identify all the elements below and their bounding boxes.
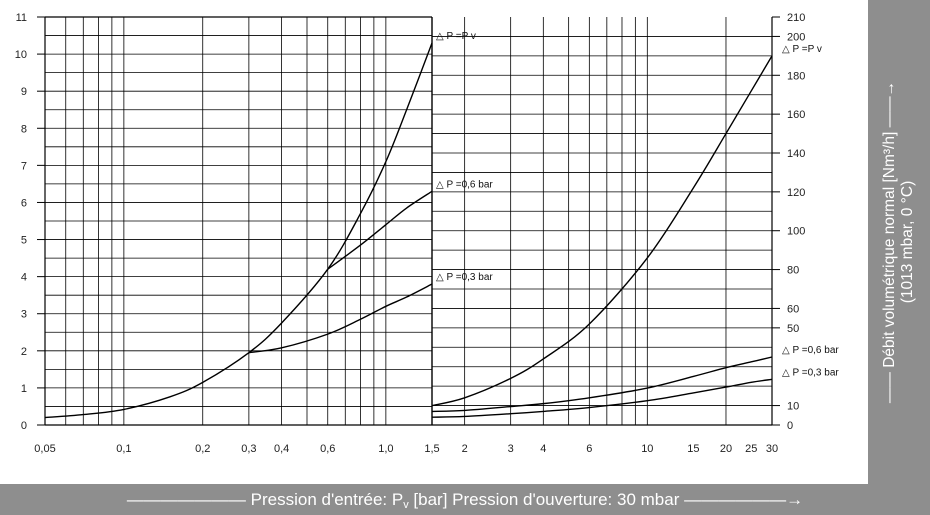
left-series-label: △ P =0,3 bar xyxy=(436,272,493,283)
y-axis-title-line2: (1013 mbar, 0 °C) xyxy=(899,7,917,477)
right-y-tick-label: 200 xyxy=(787,31,805,43)
left-y-tick-label: 4 xyxy=(21,272,27,284)
right-y-tick-label: 80 xyxy=(787,265,799,277)
right-y-tick-label: 210 xyxy=(787,12,805,24)
x-axis-arrow-right: ——————→ xyxy=(684,490,803,509)
left-series-line-2 xyxy=(328,191,432,269)
left-x-tick-label: 0,1 xyxy=(116,443,131,455)
right-x-tick-label: 3 xyxy=(508,443,514,455)
left-series-line-3 xyxy=(249,284,432,353)
right-y-tick-label: 140 xyxy=(787,148,805,160)
right-series-label: △ P =P v xyxy=(782,44,822,55)
right-x-tick-label: 10 xyxy=(641,443,653,455)
x-axis-title: ——————— Pression d'entrée: Pv [bar] Pres… xyxy=(0,491,930,514)
right-y-tick-label: 50 xyxy=(787,323,799,335)
left-y-tick-label: 1 xyxy=(21,383,27,395)
right-series-label: △ P =0,3 bar xyxy=(782,367,839,378)
left-y-tick-label: 2 xyxy=(21,346,27,358)
left-y-tick-label: 6 xyxy=(21,197,27,209)
right-series-line-3 xyxy=(432,379,772,417)
curves xyxy=(45,43,772,418)
left-y-tick-label: 7 xyxy=(21,160,27,172)
right-x-tick-label: 15 xyxy=(687,443,699,455)
right-series-label: △ P =0,6 bar xyxy=(782,345,839,356)
tick-labels: 0 1 2 3 4 5 6 7 8 9 10 11 0,05 0,1 0,2 0,3 0,4 0,6 1,0 1,5 0… xyxy=(15,12,806,455)
curve-labels: △ P =P v △ P =0,6 bar △ P =0,3 bar △ P =P v… xyxy=(436,31,839,378)
right-y-tick-label: 60 xyxy=(787,303,799,315)
y-axis-arrow-left-line: —— xyxy=(881,372,898,403)
left-x-tick-label: 0,05 xyxy=(34,443,55,455)
left-x-tick-label: 0,3 xyxy=(241,443,256,455)
right-x-tick-label: 4 xyxy=(540,443,546,455)
right-y-tick-label: 10 xyxy=(787,401,799,413)
right-y-tick-label: 100 xyxy=(787,226,805,238)
left-y-tick-label: 5 xyxy=(21,235,27,247)
right-series-line-2 xyxy=(432,357,772,411)
left-y-tick-label: 10 xyxy=(15,49,27,61)
right-x-tick-label: 20 xyxy=(720,443,732,455)
chart-canvas: 0 1 2 3 4 5 6 7 8 9 10 11 0,05 0,1 0,2 0,3 0,4 0,6 1,0 1,5 0… xyxy=(0,0,930,484)
left-x-tick-label: 0,6 xyxy=(320,443,335,455)
left-y-tick-label: 3 xyxy=(21,309,27,321)
left-y-tick-label: 0 xyxy=(21,420,27,432)
right-y-tick-label: 0 xyxy=(787,420,793,432)
right-x-tick-label: 6 xyxy=(586,443,592,455)
right-x-tick-label: 2 xyxy=(462,443,468,455)
x-axis-arrow-left-line: ——————— xyxy=(127,490,251,509)
grid-lines xyxy=(45,17,772,425)
x-axis-title-main: Pression d'entrée: P xyxy=(251,490,404,509)
left-y-tick-label: 8 xyxy=(21,123,27,135)
right-x-tick-label: 30 xyxy=(766,443,778,455)
left-series-label: △ P =P v xyxy=(436,31,476,42)
y-axis-title-line1: Débit volumétrique normal [Nm³/h] xyxy=(881,132,898,368)
left-y-tick-label: 9 xyxy=(21,86,27,98)
right-x-tick-label: 25 xyxy=(745,443,757,455)
left-x-tick-label: 0,2 xyxy=(195,443,210,455)
left-x-tick-label: 0,4 xyxy=(274,443,289,455)
left-x-tick-label: 1,0 xyxy=(378,443,393,455)
y-axis-title: —— Débit volumétrique normal [Nm³/h] ——→… xyxy=(881,7,917,477)
left-y-tick-label: 11 xyxy=(16,12,27,24)
y-axis-arrow-right: ——→ xyxy=(881,81,898,128)
x-axis-title-rest: [bar] Pression d'ouverture: 30 mbar xyxy=(409,490,680,509)
right-y-tick-label: 160 xyxy=(787,109,805,121)
left-series-label: △ P =0,6 bar xyxy=(436,179,493,190)
right-y-tick-label: 180 xyxy=(787,70,805,82)
right-y-tick-label: 120 xyxy=(787,187,805,199)
left-x-tick-label: 1,5 xyxy=(424,443,439,455)
